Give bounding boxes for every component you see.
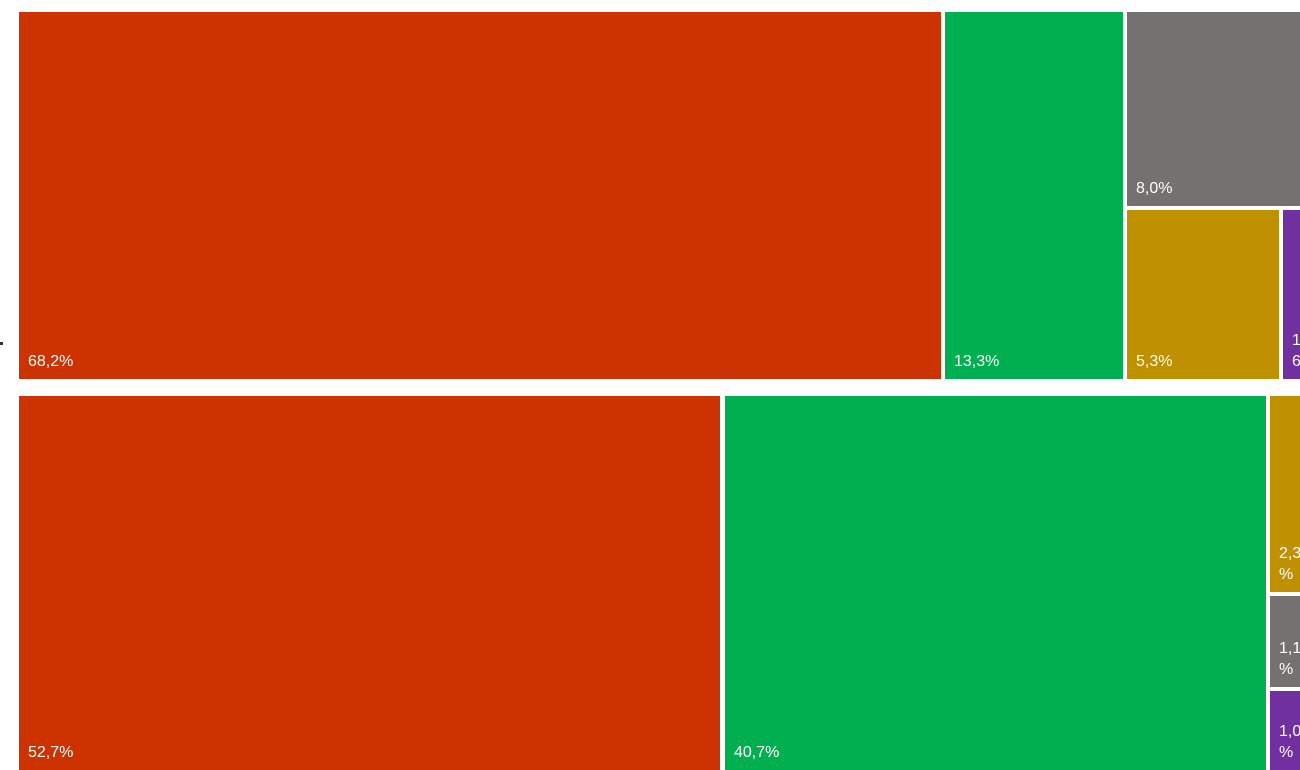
stray-mark <box>0 342 3 345</box>
tile-top-green: 13,3% <box>945 12 1123 379</box>
tile-bottom-gray: 1,1 % <box>1270 596 1300 687</box>
tile-label: 68,2% <box>28 353 74 370</box>
tile-label: 1,0 % <box>1279 723 1300 761</box>
tile-top-purple: 1 6 <box>1283 210 1300 379</box>
tile-label: 40,7% <box>734 744 780 761</box>
tile-label: 1 6 <box>1292 332 1300 370</box>
tile-label: 5,3% <box>1136 353 1173 370</box>
tile-label: 1,1 % <box>1279 640 1300 678</box>
tile-top-gold: 5,3% <box>1127 210 1279 379</box>
tile-bottom-green: 40,7% <box>725 396 1266 770</box>
tile-top-red: 68,2% <box>19 12 941 379</box>
tile-bottom-red: 52,7% <box>19 396 720 770</box>
tile-top-gray: 8,0% <box>1127 12 1300 206</box>
treemap-top: 68,2% 13,3% 8,0% 5,3% 1 6 <box>19 12 1300 379</box>
treemap-bottom: 52,7% 40,7% 2,3 % 1,1 % 1,0 % <box>19 396 1300 770</box>
tile-label: 8,0% <box>1136 180 1173 197</box>
tile-label: 13,3% <box>954 353 1000 370</box>
tile-bottom-gold: 2,3 % <box>1270 396 1300 592</box>
tile-label: 2,3 % <box>1279 545 1300 583</box>
tile-label: 52,7% <box>28 744 74 761</box>
tile-bottom-purple: 1,0 % <box>1270 691 1300 770</box>
